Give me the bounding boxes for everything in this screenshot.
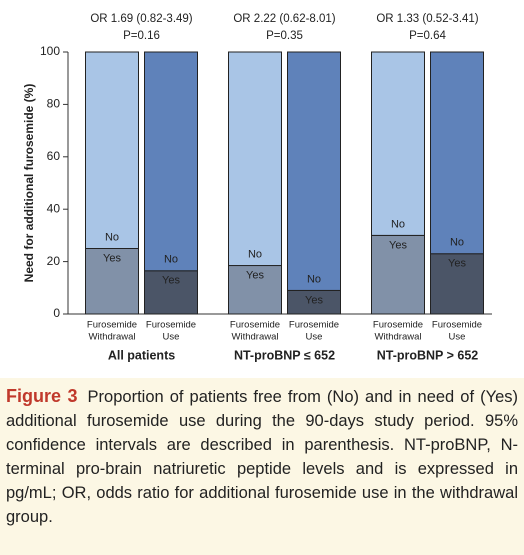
segment-label: Yes — [103, 252, 121, 264]
caption-label: Figure 3 — [6, 386, 78, 406]
group-label: All patients — [108, 348, 175, 362]
x-tick-label: Use — [163, 332, 180, 343]
bar-segment — [287, 51, 341, 291]
y-tick-label: 0 — [53, 306, 60, 320]
x-tick-label: Withdrawal — [89, 332, 136, 343]
x-tick-label: Furosemide — [87, 320, 137, 331]
segment-label: Yes — [305, 294, 323, 306]
x-tick-label: Withdrawal — [375, 332, 422, 343]
segment-label: No — [248, 248, 262, 260]
x-tick-label: Furosemide — [289, 320, 339, 331]
chart: Need for additional furosemide (%) 0 20 40… — [22, 13, 492, 362]
x-tick-label: Withdrawal — [232, 332, 279, 343]
y-tick-label: 100 — [40, 44, 60, 58]
annotation: OR 1.69 (0.82-3.49) — [90, 13, 192, 25]
bar-segment — [228, 51, 282, 267]
y-tick-label: 60 — [47, 149, 61, 163]
segment-label: Yes — [162, 275, 180, 287]
annotation: P=0.35 — [266, 30, 303, 42]
segment-label: No — [105, 231, 119, 243]
annotation: P=0.16 — [123, 30, 160, 42]
segment-label: No — [307, 273, 321, 285]
x-tick-label: Furosemide — [373, 320, 423, 331]
segment-label: Yes — [389, 239, 407, 251]
y-tick-label: 80 — [47, 97, 61, 111]
y-axis-label: Need for additional furosemide (%) — [22, 84, 36, 283]
bar-segment — [430, 51, 484, 255]
group-label: NT-proBNP ≤ 652 — [234, 348, 335, 362]
bar-segment — [228, 265, 282, 315]
segment-label: Yes — [448, 258, 466, 270]
bar-segment — [85, 51, 139, 249]
bar-segment — [144, 270, 198, 315]
annotation: P=0.64 — [409, 30, 446, 42]
bar-segment — [430, 253, 484, 315]
segment-label: No — [450, 237, 464, 249]
x-tick-label: Use — [306, 332, 323, 343]
bar-segment — [85, 248, 139, 315]
annotation: OR 1.33 (0.52-3.41) — [376, 13, 478, 25]
y-tick-label: 20 — [47, 254, 61, 268]
x-tick-label: Furosemide — [432, 320, 482, 331]
segment-label: Yes — [246, 269, 264, 281]
group-label: NT-proBNP > 652 — [377, 348, 479, 362]
caption-text: Proportion of patients free from (No) an… — [6, 388, 519, 526]
segment-label: No — [391, 218, 405, 230]
bar-segment — [371, 234, 425, 315]
annotation: OR 2.22 (0.62-8.01) — [233, 13, 335, 25]
x-tick-label: Use — [449, 332, 466, 343]
bar-segment — [371, 51, 425, 236]
caption: Figure 3 Proportion of patients free fro… — [0, 378, 524, 555]
x-tick-label: Furosemide — [230, 320, 280, 331]
x-tick-label: Furosemide — [146, 320, 196, 331]
segment-label: No — [164, 254, 178, 266]
y-tick-label: 40 — [47, 201, 61, 215]
bar-segment — [144, 51, 198, 272]
